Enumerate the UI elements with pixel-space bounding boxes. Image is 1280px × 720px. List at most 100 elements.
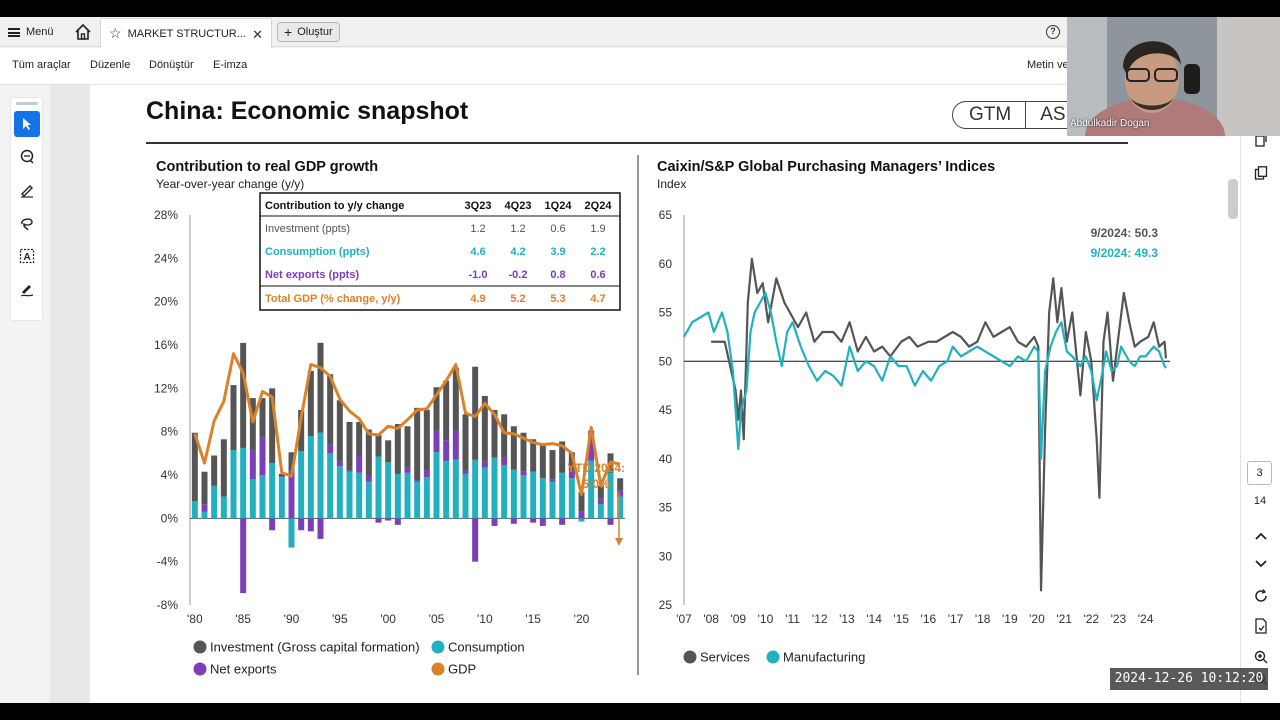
close-icon[interactable]: ✕ [252, 27, 263, 42]
x-tick-label: '10 [758, 612, 774, 626]
svg-text:A: A [24, 252, 31, 263]
net-exports-bar [298, 518, 305, 531]
consumption-bar [423, 477, 430, 519]
create-button[interactable]: + Oluştur [277, 22, 340, 42]
x-tick-label: '90 [284, 612, 300, 626]
recording-timestamp: 2024-12-26 10:12:20 [1110, 668, 1268, 690]
x-tick-label: '95 [332, 612, 348, 626]
current-page-input[interactable]: 3 [1247, 461, 1272, 485]
investment-bar [414, 407, 421, 481]
manufacturing-line [683, 291, 1167, 460]
contribution-table [259, 192, 621, 311]
legend-gdp-marker [431, 662, 445, 676]
consumption-bar [472, 459, 479, 519]
legend-manufacturing-label: Manufacturing [783, 650, 865, 665]
palette-handle[interactable] [16, 102, 38, 105]
consumption-bar [443, 460, 450, 519]
net-exports-bar [201, 504, 208, 512]
consumption-bar [288, 518, 295, 548]
menu-all-tools[interactable]: Tüm araçlar [12, 59, 71, 71]
net-exports-bar [394, 518, 401, 525]
net-exports-bar [539, 518, 546, 526]
net-exports-bar [336, 460, 343, 467]
ytd-annotation-value: 5.0% [582, 477, 610, 491]
x-tick-label: '16 [921, 612, 937, 626]
chevron-down-icon[interactable] [1251, 554, 1271, 574]
consumption-bar [191, 501, 198, 519]
draw-icon[interactable] [14, 177, 40, 203]
menu-text-and[interactable]: Metin ve [1027, 59, 1069, 71]
logo-left: GTM [953, 102, 1027, 128]
comment-icon[interactable] [14, 144, 40, 170]
menu-button[interactable]: Menü [8, 23, 54, 41]
text-select-icon[interactable]: A [14, 243, 40, 269]
investment-bar [220, 439, 227, 497]
chevron-up-icon[interactable] [1251, 526, 1271, 546]
net-exports-bar [278, 476, 285, 478]
y-tick-label: 65 [659, 208, 673, 222]
home-icon[interactable] [74, 23, 92, 41]
net-exports-bar [578, 511, 585, 519]
tab-title: MARKET STRUCTUR... [127, 27, 246, 40]
consumption-bar [578, 518, 585, 522]
x-tick-label: '19 [1002, 612, 1018, 626]
investment-bar [394, 424, 401, 474]
table-header-quarter: 1Q24 [545, 200, 573, 212]
menu-convert[interactable]: Dönüştür [149, 59, 194, 71]
consumption-bar [607, 472, 614, 519]
consumption-bar [365, 481, 372, 519]
menu-label: Menü [26, 26, 54, 38]
net-exports-bar [510, 518, 517, 524]
consumption-bar [201, 511, 208, 519]
investment-bar [617, 478, 624, 491]
right-sidebar [1240, 85, 1280, 703]
copy-icon[interactable] [1251, 163, 1271, 183]
y-tick-label: 20% [154, 295, 178, 309]
investment-bar [201, 471, 208, 505]
y-tick-label: -8% [157, 598, 179, 612]
investment-bar [404, 426, 411, 468]
legend-services-marker [683, 650, 697, 664]
document-area: China: Economic snapshot GTM ASIA Contri… [50, 85, 1240, 703]
command-toolbar: Tüm araçlar Düzenle Dönüştür E-imza Meti… [0, 48, 1280, 85]
zoom-in-icon[interactable] [1251, 647, 1271, 667]
ytd-annotation-label: YTD 2024: [567, 461, 625, 475]
net-exports-bar [327, 444, 334, 454]
table-cell: 5.3 [550, 293, 565, 305]
investment-bar [278, 473, 285, 477]
consumption-bar [249, 479, 256, 519]
tool-palette: A [10, 97, 43, 321]
consumption-bar [481, 467, 488, 519]
star-icon[interactable]: ☆ [109, 25, 122, 41]
legend-consumption-marker [431, 640, 445, 654]
refresh-icon[interactable] [1251, 586, 1271, 606]
table-header-quarter: 3Q23 [465, 200, 492, 212]
investment-bar [336, 400, 343, 461]
select-icon[interactable] [14, 111, 40, 137]
lasso-icon[interactable] [14, 210, 40, 236]
investment-bar [530, 439, 537, 472]
help-icon[interactable]: ? [1046, 25, 1060, 39]
right-chart-subtitle: Index [657, 177, 687, 191]
menu-esign[interactable]: E-imza [213, 59, 248, 71]
x-tick-label: '15 [525, 612, 541, 626]
page-settings-icon[interactable] [1251, 616, 1271, 636]
document-tab[interactable]: ☆ MARKET STRUCTUR... ✕ [100, 18, 272, 48]
net-exports-bar [549, 479, 556, 482]
sign-icon[interactable] [14, 276, 40, 302]
plus-icon: + [284, 24, 293, 40]
menu-edit[interactable]: Düzenle [90, 59, 131, 71]
legend-gdp-label: GDP [448, 662, 476, 677]
scrollbar-thumb[interactable] [1228, 179, 1238, 219]
net-exports-bar [365, 475, 372, 482]
consumption-bar [588, 460, 595, 519]
x-tick-label: '15 [893, 612, 909, 626]
table-cell: 1.2 [510, 223, 525, 235]
x-tick-label: '18 [975, 612, 991, 626]
investment-bar [462, 414, 469, 471]
consumption-bar [568, 478, 575, 519]
pdf-page: China: Economic snapshot GTM ASIA Contri… [90, 85, 1240, 703]
investment-bar [597, 485, 604, 499]
consumption-bar [394, 473, 401, 519]
consumption-bar [597, 504, 604, 519]
